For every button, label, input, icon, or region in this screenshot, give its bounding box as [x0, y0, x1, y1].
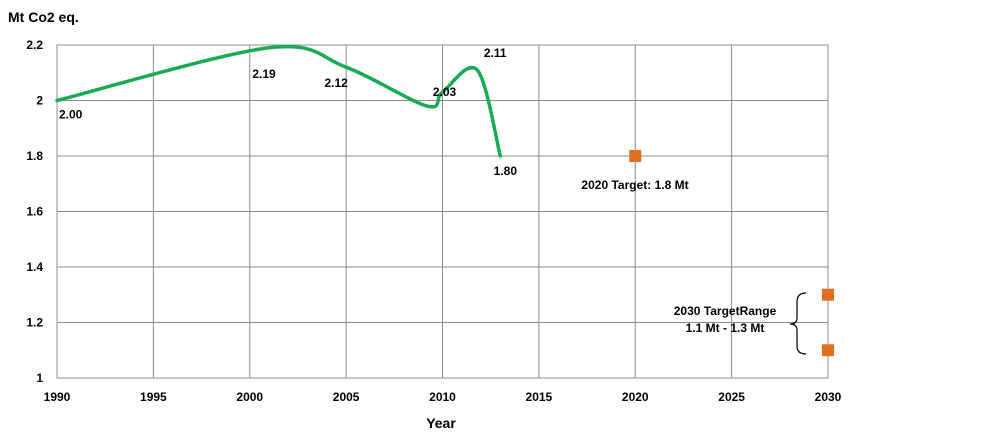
target-2020-label: 2020 Target: 1.8 Mt — [581, 178, 688, 192]
target-marker — [822, 344, 834, 357]
y-axis-ticks: 1 1.2 1.4 1.6 1.8 2 2.2 — [26, 38, 43, 385]
x-tick-label: 2005 — [333, 390, 360, 404]
target-2030-annotation: 2030 TargetRange 1.1 Mt - 1.3 Mt — [674, 292, 807, 355]
plot-frame — [56, 44, 829, 379]
y-axis-title: Mt Co2 eq. — [8, 9, 79, 25]
x-tick-label: 1995 — [140, 390, 167, 404]
data-label: 2.03 — [433, 85, 457, 99]
target-range-brace — [789, 292, 807, 355]
data-labels: 2.00 2.19 2.12 2.03 2.11 1.80 — [59, 46, 517, 178]
data-label: 2.12 — [324, 76, 348, 90]
target-marker — [822, 288, 834, 301]
x-tick-label: 2010 — [429, 390, 456, 404]
target-marker — [629, 150, 642, 162]
x-tick-label: 2015 — [526, 390, 553, 404]
y-tick-label: 1.8 — [26, 149, 43, 163]
y-tick-label: 1.4 — [26, 260, 43, 274]
x-tick-label: 2020 — [622, 390, 649, 404]
target-2030-label-line1: 2030 TargetRange — [674, 304, 777, 318]
y-tick-label: 1 — [36, 371, 43, 385]
data-label: 2.00 — [59, 108, 83, 122]
y-tick-label: 2 — [36, 94, 43, 108]
target-markers — [629, 150, 834, 357]
data-label: 2.11 — [484, 46, 507, 60]
x-tick-label: 2030 — [815, 390, 842, 404]
y-tick-label: 1.6 — [26, 205, 43, 219]
data-label: 1.80 — [494, 164, 518, 178]
y-tick-label: 1.2 — [26, 316, 43, 330]
data-label: 2.19 — [252, 67, 276, 81]
x-tick-label: 2000 — [236, 390, 263, 404]
x-tick-label: 2025 — [718, 390, 745, 404]
emissions-series-line — [55, 44, 503, 158]
y-tick-label: 2.2 — [26, 38, 43, 52]
x-axis-ticks: 1990 1995 2000 2005 2010 2015 2020 2025 2030 — [44, 390, 842, 404]
x-axis-title: Year — [426, 415, 456, 431]
target-2030-label-line2: 1.1 Mt - 1.3 Mt — [686, 321, 765, 335]
grid-lines — [56, 44, 829, 379]
x-tick-label: 1990 — [44, 390, 71, 404]
